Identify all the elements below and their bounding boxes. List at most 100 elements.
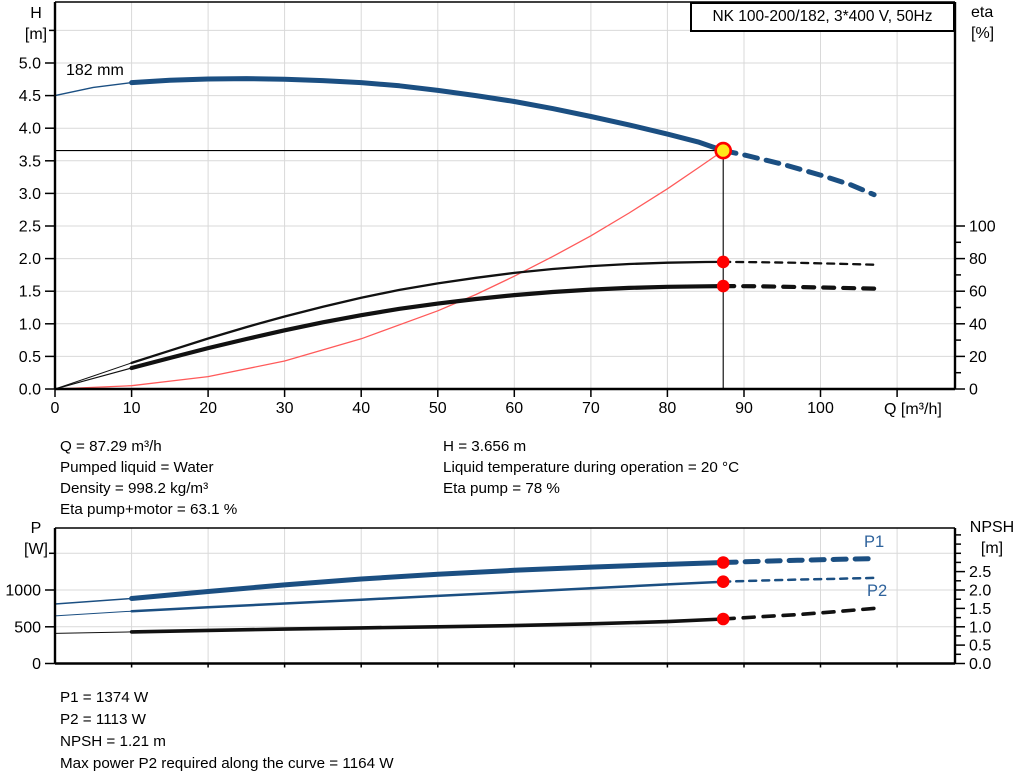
tick-label: 1.0: [19, 316, 41, 333]
axis-label-line: NPSH: [969, 519, 1015, 536]
tick-label: 1.5: [19, 284, 41, 301]
eta-pump-duty-dot: [716, 255, 730, 269]
eta-pump-motor-curve: [54, 284, 877, 390]
tick-label: 20: [969, 349, 987, 366]
tick-label: 5.0: [19, 56, 41, 73]
npsh-duty-dot: [716, 612, 730, 626]
info-line-p2: P2 = 1113 W: [60, 711, 146, 728]
ticks: [45, 534, 965, 668]
tick-label: 20: [199, 400, 217, 417]
duty-info-left: Q = 87.29 m³/h Pumped liquid = Water Den…: [60, 436, 237, 520]
pump-curve-182mm: [54, 76, 877, 198]
tick-label: 4.0: [19, 121, 41, 138]
tick-label: 1.0: [969, 619, 991, 636]
q-axis-label: Q [m³/h]: [884, 401, 942, 418]
head-efficiency-chart: 0.0 0.5 1.0 1.5 2.0 2.5 3.0 3.5 4.0 4.5 5.0 0 20 40 60…: [19, 1, 996, 418]
info-line-eta-total: Eta pump+motor = 63.1 %: [60, 501, 238, 518]
info-line-liquid: Pumped liquid = Water: [60, 459, 214, 476]
tick-label: 0: [969, 382, 978, 399]
p1-curve-solid: [129, 560, 726, 601]
tick-label: 0: [32, 656, 41, 673]
duty-info-right: H = 3.656 m Liquid temperature during op…: [443, 436, 739, 499]
info-line-maxpower: Max power P2 required along the curve = …: [60, 755, 394, 772]
axis-label-line: [%]: [971, 25, 995, 42]
info-line-density: Density = 998.2 kg/m³: [60, 480, 209, 497]
p2-curve-dashed: [721, 576, 876, 583]
gridlines: [55, 528, 955, 664]
tick-label: 60: [969, 284, 987, 301]
tick-label: 10: [123, 400, 141, 417]
p2-duty-dot: [716, 575, 730, 588]
info-line-temperature: Liquid temperature during operation = 20…: [443, 459, 740, 476]
system-curve: [54, 149, 724, 390]
tick-label: 40: [969, 316, 987, 333]
h-axis-label: H [m]: [12, 3, 60, 45]
tick-label: 500: [14, 619, 41, 636]
tick-label: 2.5: [19, 219, 41, 236]
pump-title: NK 100-200/182, 3*400 V, 50Hz: [712, 8, 933, 25]
tick-label: 60: [505, 400, 523, 417]
tick-label: 2.5: [969, 564, 991, 581]
tick-label: 3.5: [19, 153, 41, 170]
axis-label-line: eta: [971, 4, 994, 21]
npsh-axis-label: NPSH [m]: [961, 517, 1023, 559]
impeller-diameter-label: 182 mm: [66, 62, 124, 79]
tick-label: 2.0: [19, 251, 41, 268]
axis-label-line: [m]: [24, 26, 48, 43]
info-line-q: Q = 87.29 m³/h: [60, 438, 162, 455]
tick-label: 0.5: [969, 638, 991, 655]
eta-pump-motor-duty-dot: [716, 279, 730, 293]
p1-curve-label: P1: [864, 533, 885, 551]
axis-label-line: [m]: [980, 540, 1004, 557]
system-curve-solid: [54, 149, 724, 390]
axis-label-line: P: [30, 520, 42, 537]
npsh-curve-lead: [54, 631, 133, 634]
eta-axis-label: eta [%]: [971, 2, 994, 44]
p1-curve: [54, 556, 877, 605]
tick-labels: 0 500 1000 0.00.5 1.01.52.0 2.5: [5, 564, 991, 673]
pump-curve-182mm-lead: [54, 81, 133, 97]
info-line-npsh: NPSH = 1.21 m: [60, 733, 166, 750]
axes-frame: [53, 527, 957, 665]
p1-curve-dashed: [720, 556, 877, 565]
p2-curve-label: P2: [867, 582, 888, 600]
tick-labels: 0.0 0.5 1.0 1.5 2.0 2.5 3.0 3.5 4.0 4.5 5.0 0 20 40 60…: [19, 56, 996, 418]
tick-label: 40: [352, 400, 370, 417]
info-line-eta-pump: Eta pump = 78 %: [443, 480, 560, 497]
tick-label: 100: [807, 400, 834, 417]
tick-label: 0: [51, 400, 60, 417]
tick-label: 80: [659, 400, 677, 417]
tick-label: 1.5: [969, 601, 991, 618]
axis-label-line: [W]: [24, 541, 48, 558]
pump-curve-182mm-dashed: [720, 148, 877, 198]
info-line-p1: P1 = 1374 W: [60, 689, 149, 706]
tick-label: 50: [429, 400, 447, 417]
eta-pump-curve-solid: [130, 260, 725, 365]
eta-pump-motor-curve-solid: [129, 284, 726, 371]
p-axis-label: P [W]: [12, 518, 60, 560]
info-line-h: H = 3.656 m: [443, 438, 527, 455]
p1-duty-dot: [716, 556, 730, 569]
eta-pump-motor-curve-lead: [54, 367, 133, 390]
power-npsh-chart: 0 500 1000 0.00.5 1.01.52.0 2.5: [5, 527, 991, 673]
duty-point-marker[interactable]: [714, 141, 733, 160]
tick-label: 90: [735, 400, 753, 417]
p2-curve-lead: [54, 610, 133, 617]
eta-pump-curve-lead: [54, 362, 133, 390]
npsh-curve-solid: [129, 617, 726, 634]
tick-label: 80: [969, 251, 987, 268]
gridlines: [55, 2, 955, 389]
ticks: [45, 29, 965, 397]
tick-label: 0.0: [969, 656, 991, 673]
eta-pump-curve-dashed: [722, 260, 880, 266]
pump-title-box: NK 100-200/182, 3*400 V, 50Hz: [690, 2, 955, 32]
p1-curve-lead: [54, 597, 133, 605]
tick-label: 100: [969, 219, 996, 236]
pump-curve-182mm-solid: [129, 76, 726, 154]
tick-label: 4.5: [19, 88, 41, 105]
npsh-curve-dashed: [721, 606, 876, 621]
tick-label: 2.0: [969, 583, 991, 600]
tick-label: 1000: [5, 583, 41, 600]
